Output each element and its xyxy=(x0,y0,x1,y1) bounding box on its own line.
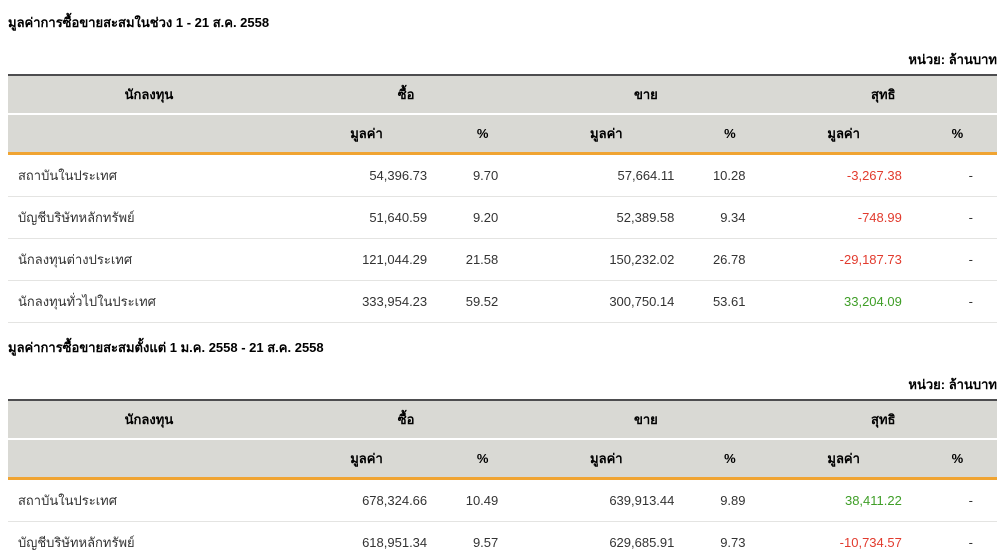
net-percent: - xyxy=(917,280,997,323)
net-value: 33,204.09 xyxy=(769,280,918,323)
table-row: นักลงทุนทั่วไปในประเทศ 333,954.23 59.52 … xyxy=(8,280,997,323)
table-row: บัญชีบริษัทหลักทรัพย์ 618,951.34 9.57 62… xyxy=(8,521,997,560)
buy-percent: 9.57 xyxy=(443,521,523,560)
investor-name: นักลงทุนทั่วไปในประเทศ xyxy=(8,280,290,323)
net-percent-subheader: % xyxy=(917,439,997,480)
table-row: นักลงทุนต่างประเทศ 121,044.29 21.58 150,… xyxy=(8,238,997,281)
report-ytd-section: มูลค่าการซื้อขายสะสมตั้งแต่ 1 ม.ค. 2558 … xyxy=(8,337,997,560)
net-percent: - xyxy=(917,196,997,239)
investor-name: สถาบันในประเทศ xyxy=(8,153,290,197)
sell-value: 57,664.11 xyxy=(522,153,691,197)
investor-name: สถาบันในประเทศ xyxy=(8,478,290,522)
net-percent: - xyxy=(917,238,997,281)
buy-value: 678,324.66 xyxy=(289,478,444,522)
buy-value: 54,396.73 xyxy=(289,153,444,197)
sell-value: 300,750.14 xyxy=(522,280,691,323)
investor-column-header: นักลงทุน xyxy=(8,74,290,115)
net-value-subheader: มูลค่า xyxy=(769,114,918,155)
buy-value: 121,044.29 xyxy=(289,238,444,281)
trading-summary-table: นักลงทุน ซื้อ ขาย สุทธิ มูลค่า % มูลค่า … xyxy=(8,74,997,323)
buy-value-subheader: มูลค่า xyxy=(289,114,444,155)
trading-summary-table: นักลงทุน ซื้อ ขาย สุทธิ มูลค่า % มูลค่า … xyxy=(8,399,997,560)
sell-value-subheader: มูลค่า xyxy=(522,439,691,480)
header-sub-row: มูลค่า % มูลค่า % มูลค่า % xyxy=(8,114,997,155)
net-percent: - xyxy=(917,478,997,522)
net-value: -3,267.38 xyxy=(769,153,918,197)
sell-value: 629,685.91 xyxy=(522,521,691,560)
investor-header-spacer xyxy=(8,114,290,155)
sell-percent: 26.78 xyxy=(690,238,770,281)
buy-value: 618,951.34 xyxy=(289,521,444,560)
sell-group-header: ขาย xyxy=(522,74,770,115)
buy-group-header: ซื้อ xyxy=(289,399,523,440)
buy-group-header: ซื้อ xyxy=(289,74,523,115)
buy-value-subheader: มูลค่า xyxy=(289,439,444,480)
net-percent: - xyxy=(917,521,997,560)
sell-percent-subheader: % xyxy=(690,114,770,155)
sell-percent: 9.73 xyxy=(690,521,770,560)
sell-value: 639,913.44 xyxy=(522,478,691,522)
buy-value: 333,954.23 xyxy=(289,280,444,323)
sell-percent: 10.28 xyxy=(690,153,770,197)
net-percent-subheader: % xyxy=(917,114,997,155)
investor-name: นักลงทุนต่างประเทศ xyxy=(8,238,290,281)
buy-percent: 21.58 xyxy=(443,238,523,281)
buy-percent: 10.49 xyxy=(443,478,523,522)
net-value: -10,734.57 xyxy=(769,521,918,560)
buy-percent: 9.70 xyxy=(443,153,523,197)
sell-value: 52,389.58 xyxy=(522,196,691,239)
investor-name: บัญชีบริษัทหลักทรัพย์ xyxy=(8,196,290,239)
table-row: บัญชีบริษัทหลักทรัพย์ 51,640.59 9.20 52,… xyxy=(8,196,997,239)
header-group-row: นักลงทุน ซื้อ ขาย สุทธิ xyxy=(8,399,997,440)
header-sub-row: มูลค่า % มูลค่า % มูลค่า % xyxy=(8,439,997,480)
buy-percent-subheader: % xyxy=(443,114,523,155)
sell-group-header: ขาย xyxy=(522,399,770,440)
net-group-header: สุทธิ xyxy=(769,74,997,115)
table-row: สถาบันในประเทศ 678,324.66 10.49 639,913.… xyxy=(8,478,997,522)
table-title: มูลค่าการซื้อขายสะสมในช่วง 1 - 21 ส.ค. 2… xyxy=(8,15,270,30)
header-group-row: นักลงทุน ซื้อ ขาย สุทธิ xyxy=(8,74,997,115)
investor-column-header: นักลงทุน xyxy=(8,399,290,440)
buy-percent: 9.20 xyxy=(443,196,523,239)
table-row: สถาบันในประเทศ 54,396.73 9.70 57,664.11 … xyxy=(8,153,997,197)
sell-percent: 9.34 xyxy=(690,196,770,239)
buy-value: 51,640.59 xyxy=(289,196,444,239)
table-title: มูลค่าการซื้อขายสะสมตั้งแต่ 1 ม.ค. 2558 … xyxy=(8,340,324,355)
report-period-section: มูลค่าการซื้อขายสะสมในช่วง 1 - 21 ส.ค. 2… xyxy=(8,12,997,323)
sell-percent-subheader: % xyxy=(690,439,770,480)
buy-percent: 59.52 xyxy=(443,280,523,323)
net-percent: - xyxy=(917,153,997,197)
net-value: -748.99 xyxy=(769,196,918,239)
net-value: 38,411.22 xyxy=(769,478,918,522)
sell-percent: 9.89 xyxy=(690,478,770,522)
sell-value-subheader: มูลค่า xyxy=(522,114,691,155)
sell-percent: 53.61 xyxy=(690,280,770,323)
unit-label: หน่วย: ล้านบาท xyxy=(908,377,997,392)
unit-label: หน่วย: ล้านบาท xyxy=(908,52,997,67)
net-value: -29,187.73 xyxy=(769,238,918,281)
investor-header-spacer xyxy=(8,439,290,480)
net-value-subheader: มูลค่า xyxy=(769,439,918,480)
sell-value: 150,232.02 xyxy=(522,238,691,281)
investor-name: บัญชีบริษัทหลักทรัพย์ xyxy=(8,521,290,560)
buy-percent-subheader: % xyxy=(443,439,523,480)
net-group-header: สุทธิ xyxy=(769,399,997,440)
